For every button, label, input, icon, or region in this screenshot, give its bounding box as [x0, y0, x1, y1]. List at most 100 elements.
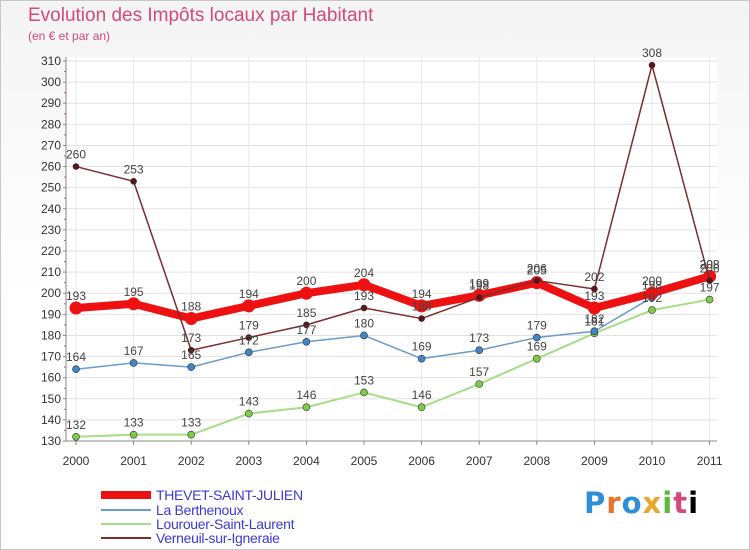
legend-swatch: [101, 523, 151, 525]
x-tick-label: 2007: [466, 454, 493, 468]
series-line-0: [72, 272, 714, 323]
data-label-3: 173: [181, 331, 201, 345]
legend-swatch: [101, 491, 151, 499]
proxiti-logo: Proxiti: [584, 486, 700, 520]
data-label-2: 192: [642, 291, 662, 305]
y-tick-label: 310: [41, 54, 61, 68]
data-label-3: 185: [296, 306, 316, 320]
x-tick-label: 2008: [523, 454, 550, 468]
data-label-2: 143: [239, 395, 259, 409]
data-label-1: 208: [700, 257, 720, 271]
series-point-2: [475, 380, 484, 388]
series-point-3: [418, 315, 425, 322]
y-tick-label: 180: [41, 328, 61, 342]
data-label-2: 133: [181, 416, 201, 430]
y-tick-label: 230: [41, 223, 61, 237]
series-point-3: [648, 61, 656, 69]
data-label-3: 253: [124, 162, 144, 176]
chart-title: Evolution des Impôts locaux par Habitant: [28, 5, 374, 26]
series-point-0: [184, 312, 198, 326]
series-point-2: [72, 432, 80, 441]
y-tick-label: 190: [41, 307, 61, 321]
series-point-0: [69, 301, 83, 315]
series-point-0: [127, 297, 141, 311]
data-label-1: 179: [527, 319, 547, 333]
data-label-0: 208: [700, 257, 720, 271]
data-label-2: 146: [296, 388, 316, 402]
series-point-0: [415, 299, 429, 313]
series-point-1: [245, 348, 253, 357]
y-tick-label: 140: [41, 413, 61, 427]
series-point-3: [187, 346, 195, 354]
data-label-0: 194: [412, 287, 432, 301]
x-tick-label: 2000: [63, 454, 90, 468]
data-label-1: 167: [124, 344, 144, 358]
data-label-3: 193: [354, 289, 374, 303]
y-tick-label: 150: [41, 392, 61, 406]
y-tick-label: 130: [41, 434, 61, 448]
series-point-0: [645, 286, 659, 300]
data-label-3: 198: [469, 278, 489, 292]
series-point-0: [357, 278, 371, 292]
data-label-0: 200: [296, 274, 316, 288]
series-point-2: [245, 409, 253, 418]
x-tick-label: 2004: [293, 454, 320, 468]
series-point-3: [706, 277, 713, 284]
series-point-1: [187, 363, 195, 371]
data-label-2: 133: [124, 416, 144, 430]
x-tick-label: 2005: [351, 454, 378, 468]
y-tick-label: 200: [41, 286, 61, 300]
series-point-3: [72, 163, 80, 170]
series-point-1: [129, 359, 138, 367]
data-label-0: 205: [527, 264, 547, 278]
series-point-3: [130, 178, 137, 185]
data-label-3: 206: [700, 262, 720, 276]
x-tick-label: 2009: [581, 454, 608, 468]
data-label-0: 195: [124, 285, 144, 299]
y-tick-label: 260: [41, 160, 61, 174]
data-label-2: 169: [527, 340, 547, 354]
legend-item-verneuil-sur-igneraie: Verneuil-sur-Igneraie: [101, 530, 280, 546]
legend-item-la-berthenoux: La Berthenoux: [101, 502, 243, 518]
data-label-1: 172: [239, 333, 259, 347]
series-point-0: [587, 301, 601, 315]
y-tick-label: 290: [41, 96, 61, 110]
series-point-2: [187, 430, 195, 439]
series-point-3: [591, 285, 598, 293]
data-label-1: 177: [296, 323, 316, 337]
y-tick-label: 210: [41, 265, 61, 279]
series-point-3: [475, 294, 483, 301]
data-label-1: 198: [642, 278, 662, 292]
data-label-0: 200: [642, 274, 662, 288]
legend-label: Verneuil-sur-Igneraie: [156, 530, 280, 546]
y-tick-label: 280: [41, 117, 61, 131]
legend-label: Lourouer-Saint-Laurent: [156, 516, 295, 532]
data-label-3: 260: [66, 148, 86, 162]
legend-swatch: [101, 509, 151, 511]
series-point-1: [475, 346, 484, 355]
data-label-3: 188: [412, 300, 432, 314]
data-label-0: 199: [469, 276, 489, 290]
series-point-1: [72, 365, 80, 374]
series-point-3: [360, 304, 368, 312]
data-label-1: 180: [354, 316, 374, 330]
series-point-1: [302, 337, 311, 346]
data-label-0: 193: [66, 289, 86, 303]
series-point-2: [302, 403, 311, 412]
legend-swatch: [101, 537, 151, 539]
data-label-1: 164: [66, 350, 86, 364]
y-tick-label: 240: [41, 202, 61, 216]
series-point-2: [705, 295, 714, 304]
series-point-3: [533, 277, 541, 284]
x-tick-label: 2002: [178, 454, 205, 468]
series-point-2: [129, 430, 138, 439]
series-point-2: [417, 403, 426, 412]
legend-label: THEVET-SAINT-JULIEN: [156, 487, 303, 503]
legend-item-lourouer-saint-laurent: Lourouer-Saint-Laurent: [101, 516, 294, 532]
series-point-0: [703, 269, 717, 283]
data-label-3: 206: [527, 262, 547, 276]
series-point-0: [299, 286, 313, 300]
data-label-2: 157: [469, 365, 489, 379]
x-tick-label: 2001: [120, 454, 147, 468]
